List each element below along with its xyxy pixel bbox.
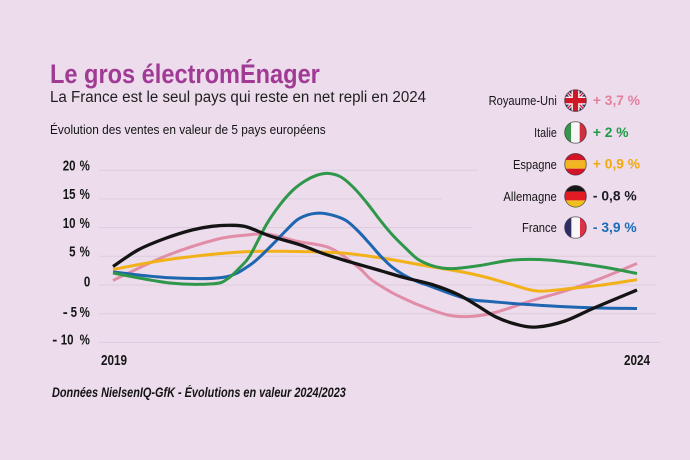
svg-text:Italie: Italie bbox=[534, 125, 557, 140]
svg-text:Royaume-Uni: Royaume-Uni bbox=[489, 93, 557, 108]
svg-text:5: 5 bbox=[69, 243, 76, 260]
svg-text:20: 20 bbox=[63, 157, 76, 174]
svg-text:-: - bbox=[63, 304, 68, 321]
svg-text:%: % bbox=[80, 303, 90, 320]
svg-text:-: - bbox=[52, 332, 57, 349]
svg-text:France: France bbox=[522, 220, 557, 235]
svg-text:10: 10 bbox=[63, 214, 76, 231]
svg-text:0: 0 bbox=[84, 273, 90, 290]
svg-text:%: % bbox=[80, 214, 90, 231]
svg-text:15: 15 bbox=[63, 186, 76, 203]
svg-text:5: 5 bbox=[71, 303, 78, 320]
svg-text:2019: 2019 bbox=[101, 352, 127, 369]
svg-text:%: % bbox=[80, 157, 90, 174]
svg-text:%: % bbox=[80, 186, 90, 203]
svg-text:10: 10 bbox=[61, 331, 74, 348]
svg-text:+ 0,9 %: + 0,9 % bbox=[593, 157, 640, 172]
svg-text:%: % bbox=[80, 331, 90, 348]
svg-text:2024: 2024 bbox=[624, 352, 651, 369]
svg-text:Allemagne: Allemagne bbox=[503, 189, 557, 204]
svg-text:+ 3,7 %: + 3,7 % bbox=[593, 93, 640, 108]
svg-text:- 3,9 %: - 3,9 % bbox=[593, 220, 637, 235]
svg-text:- 0,8 %: - 0,8 % bbox=[593, 189, 637, 204]
svg-text:%: % bbox=[80, 243, 90, 260]
svg-text:Espagne: Espagne bbox=[513, 157, 557, 172]
svg-text:+ 2 %: + 2 % bbox=[593, 125, 629, 140]
